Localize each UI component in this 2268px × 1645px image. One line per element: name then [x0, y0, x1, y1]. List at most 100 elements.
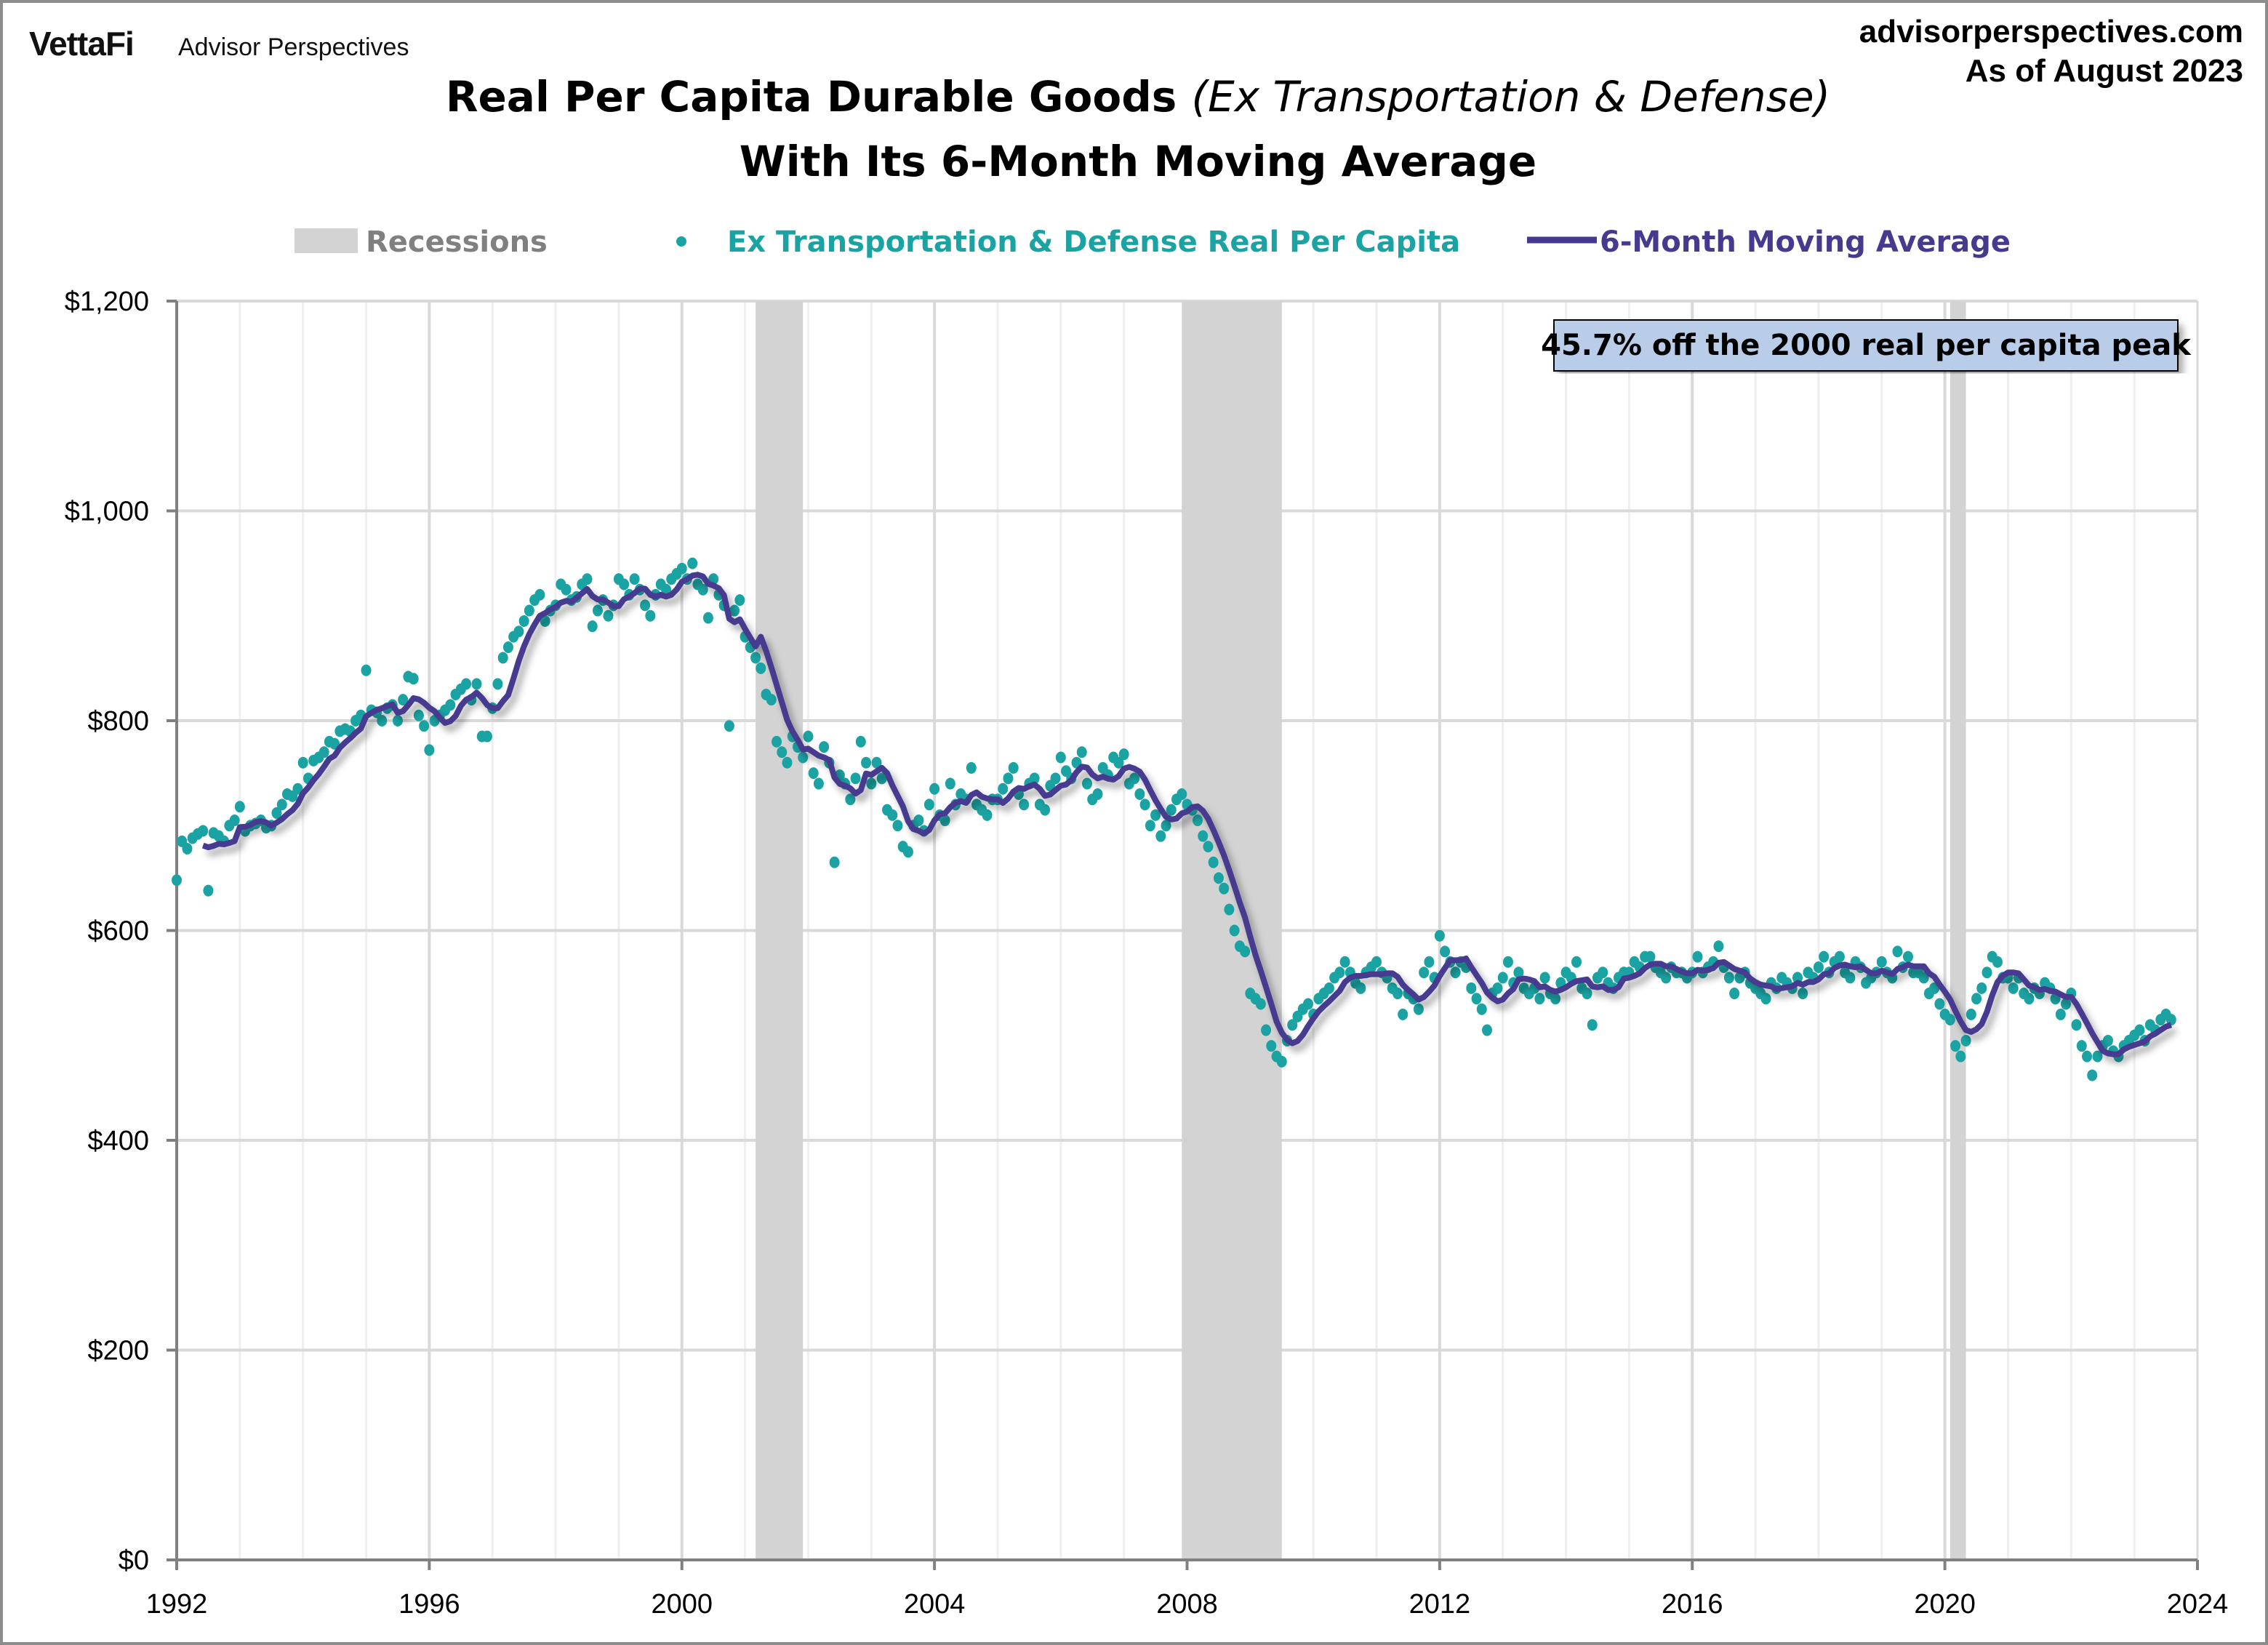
y-tick-label: $400	[87, 1126, 149, 1156]
data-point	[1219, 882, 1230, 894]
data-point	[1587, 1019, 1598, 1031]
data-point	[1723, 972, 1734, 984]
data-point	[966, 761, 977, 774]
data-point	[729, 604, 740, 617]
data-point	[892, 820, 903, 832]
data-point	[587, 620, 598, 633]
data-point	[697, 583, 708, 596]
data-point	[1976, 982, 1987, 994]
data-point	[1019, 799, 1030, 811]
legend-dot-marker	[676, 236, 686, 247]
data-point	[2055, 1008, 2066, 1020]
data-point	[1713, 940, 1724, 953]
data-point	[1482, 1024, 1493, 1036]
data-point	[777, 746, 788, 759]
data-point	[1550, 993, 1561, 1005]
data-point	[750, 652, 761, 664]
data-point	[845, 793, 856, 806]
data-point	[724, 720, 734, 732]
data-point	[1129, 772, 1140, 785]
data-point	[1982, 966, 1992, 979]
x-tick-label: 2004	[904, 1589, 966, 1620]
data-point	[982, 809, 993, 821]
x-tick-label: 2020	[1914, 1589, 1976, 1620]
data-point	[1302, 998, 1313, 1010]
data-point	[1208, 856, 1219, 868]
x-tick-label: 1996	[398, 1589, 460, 1620]
data-point	[461, 678, 472, 690]
data-point	[850, 772, 861, 785]
data-point	[1092, 788, 1103, 800]
legend-dots-label: Ex Transportation & Defense Real Per Cap…	[727, 225, 1460, 259]
data-point	[803, 730, 814, 743]
y-tick-label: $0	[119, 1545, 149, 1576]
data-point	[1203, 841, 1214, 853]
data-point	[1029, 772, 1040, 785]
annotation-box	[1553, 319, 2179, 372]
data-point	[1240, 945, 1251, 958]
data-point	[866, 777, 877, 790]
data-point	[734, 594, 745, 607]
data-point	[1571, 956, 1582, 968]
x-tick-label: 1992	[146, 1589, 208, 1620]
data-point	[1166, 804, 1177, 816]
data-point	[619, 578, 630, 591]
data-point	[1198, 830, 1209, 842]
data-point	[1081, 777, 1092, 790]
data-point	[1276, 1055, 1287, 1068]
data-point	[913, 815, 924, 827]
data-point	[2008, 982, 2019, 994]
data-point	[561, 583, 572, 596]
data-point	[497, 652, 508, 664]
data-point	[1050, 772, 1061, 785]
data-point	[518, 615, 529, 627]
data-point	[782, 756, 793, 769]
data-point	[292, 783, 303, 795]
data-point	[945, 777, 955, 790]
data-point	[1339, 956, 1350, 968]
x-tick-label: 2016	[1662, 1589, 1723, 1620]
data-point	[1845, 972, 1856, 984]
data-point	[1492, 982, 1503, 994]
data-point	[1892, 945, 1903, 958]
data-point	[582, 573, 593, 585]
data-point	[524, 604, 534, 617]
data-point	[1819, 950, 1830, 963]
data-point	[1876, 956, 1887, 968]
data-point	[1323, 982, 1334, 994]
data-point	[902, 846, 913, 858]
data-point	[1513, 966, 1524, 979]
data-point	[1008, 761, 1019, 774]
data-point	[1177, 788, 1187, 800]
data-point	[471, 678, 482, 690]
data-point	[592, 604, 603, 617]
data-point	[1192, 815, 1203, 827]
data-point	[1229, 924, 1240, 937]
data-point	[798, 751, 809, 764]
data-point	[1440, 945, 1451, 958]
y-tick-label: $1,200	[65, 287, 149, 317]
data-point	[2071, 1019, 2082, 1031]
data-point	[1134, 788, 1145, 800]
data-point	[234, 801, 245, 813]
data-point	[1534, 993, 1545, 1005]
data-point	[1424, 956, 1435, 968]
data-point	[513, 625, 524, 638]
data-point	[182, 842, 193, 854]
data-point	[481, 730, 492, 743]
data-point	[1334, 966, 1345, 979]
data-point	[603, 609, 614, 622]
data-point	[1450, 966, 1461, 979]
x-tick-label: 2000	[651, 1589, 713, 1620]
data-point	[756, 662, 766, 674]
data-point	[1040, 804, 1051, 816]
moving-average-series	[201, 572, 2173, 1057]
data-point	[424, 744, 435, 756]
data-point	[276, 799, 287, 811]
data-point	[2092, 1050, 2103, 1062]
data-point	[1266, 1040, 1277, 1052]
gridlines	[177, 300, 2199, 1560]
data-point	[1398, 1008, 1409, 1020]
data-point	[398, 694, 409, 706]
data-point	[492, 678, 503, 690]
